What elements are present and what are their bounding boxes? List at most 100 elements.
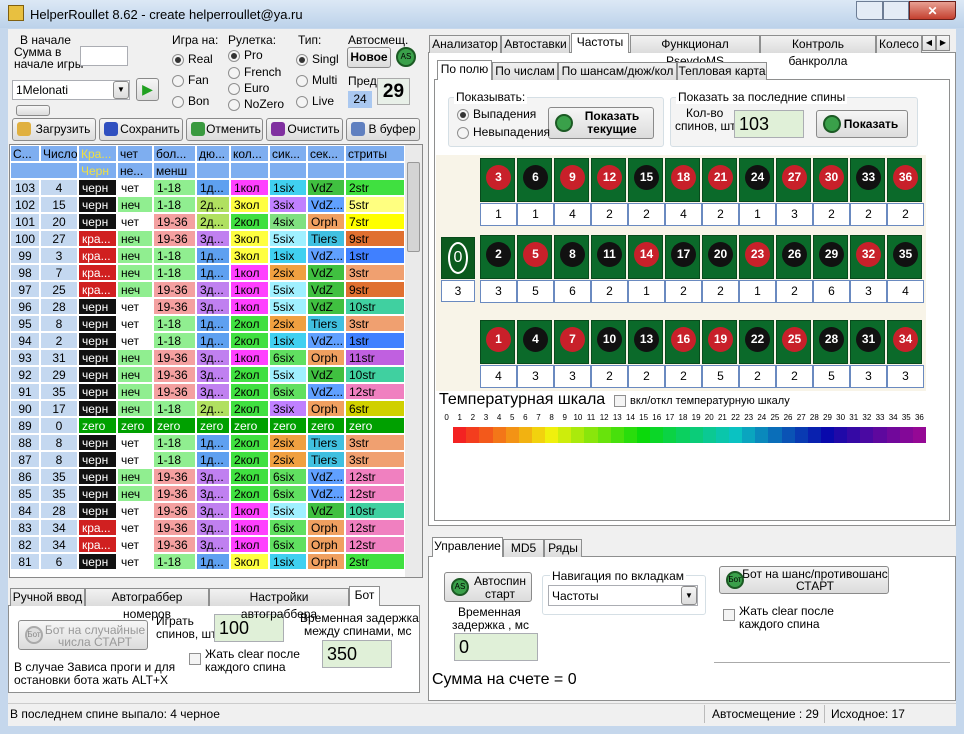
- count-cell: 2: [739, 365, 776, 388]
- table-cell: VdZ: [307, 281, 345, 298]
- tab[interactable]: Управление: [432, 537, 503, 557]
- delay-input[interactable]: 0: [454, 633, 538, 661]
- scale-color: [492, 427, 507, 443]
- tab[interactable]: Анализатор: [429, 35, 501, 53]
- maximize-button[interactable]: [883, 1, 909, 20]
- toolbar-button[interactable]: Загрузить: [12, 118, 96, 141]
- random-bot-button[interactable]: Бот Бот на случайные числа СТАРТ: [18, 620, 148, 650]
- tab[interactable]: Контроль банкролла: [760, 35, 876, 68]
- scale-label: 14: [626, 413, 635, 422]
- table-cell: неч: [117, 281, 153, 298]
- table-cell: 1кол: [230, 179, 269, 196]
- combo-arrow[interactable]: ▼: [681, 586, 697, 605]
- radio[interactable]: [228, 50, 240, 62]
- tab[interactable]: По шансам/дюж/кол: [558, 62, 677, 80]
- number-cell: 1: [480, 320, 515, 364]
- combo-arrow[interactable]: ▼: [113, 81, 129, 99]
- table-cell: черн: [78, 298, 117, 315]
- tab[interactable]: Настройки автограббера: [209, 588, 349, 621]
- minimize-button[interactable]: [856, 1, 883, 20]
- number-ball: 12: [597, 165, 622, 190]
- toolbar-button[interactable]: Очистить: [266, 118, 343, 141]
- tab[interactable]: Автограббер номеров: [85, 588, 209, 621]
- scroll-thumb[interactable]: [407, 162, 420, 252]
- temperature-toggle[interactable]: [614, 395, 626, 407]
- table-cell: черн: [78, 553, 117, 570]
- radio[interactable]: [296, 75, 308, 87]
- radio[interactable]: [457, 109, 469, 121]
- radio[interactable]: [228, 99, 240, 111]
- autospin-button[interactable]: AS Автоспин старт: [444, 572, 532, 602]
- tab[interactable]: Функционал PsevdoMS: [630, 35, 760, 68]
- radio[interactable]: [296, 96, 308, 108]
- clear-checkbox[interactable]: [189, 653, 201, 665]
- number-ball: 29: [819, 242, 844, 267]
- table-cell: черн: [78, 213, 117, 230]
- number-ball: 30: [819, 165, 844, 190]
- tab[interactable]: Тепловая карта: [677, 62, 767, 80]
- profile-combo[interactable]: 1Melonati: [12, 80, 130, 100]
- button-text: Сохранить: [120, 122, 180, 136]
- table-cell: 12str: [345, 519, 405, 536]
- play-input[interactable]: 100: [214, 614, 284, 642]
- show-current-button[interactable]: Показать текущие: [548, 107, 654, 139]
- toolbar-button[interactable]: Отменить: [186, 118, 263, 141]
- bot-button[interactable]: Бот Бот на шанс/противошанс СТАРТ: [719, 566, 889, 594]
- table-cell: 3д...: [196, 298, 230, 315]
- radio[interactable]: [172, 54, 184, 66]
- close-button[interactable]: ✕: [909, 1, 956, 20]
- button-text: Очистить: [287, 122, 340, 136]
- sum-input[interactable]: [80, 46, 128, 66]
- tab[interactable]: Колесо: [876, 35, 922, 53]
- toolbar-button[interactable]: В буфер: [346, 118, 420, 141]
- show-button[interactable]: Показать: [816, 110, 908, 138]
- toolbar-button[interactable]: Сохранить: [99, 118, 183, 141]
- radio[interactable]: [296, 54, 308, 66]
- table-cell: 8: [40, 315, 78, 332]
- tab[interactable]: Ручной ввод: [10, 588, 85, 606]
- tab[interactable]: Частоты: [571, 33, 629, 53]
- tab[interactable]: MD5: [503, 539, 544, 557]
- table-cell: неч: [117, 400, 153, 417]
- clear-checkbox[interactable]: [723, 609, 735, 621]
- spins-count-label: Кол-во: [686, 106, 724, 120]
- delay-input[interactable]: 350: [322, 640, 392, 668]
- table-header: [269, 162, 307, 179]
- table-cell: zero: [117, 417, 153, 434]
- number-cell: 29: [813, 235, 848, 279]
- radio[interactable]: [172, 75, 184, 87]
- table-cell: 1кол: [230, 281, 269, 298]
- count-cell: 5: [813, 365, 850, 388]
- new-button[interactable]: Новое: [347, 47, 391, 68]
- table-cell: 3д...: [196, 349, 230, 366]
- table-cell: VdZ...: [307, 196, 345, 213]
- radio-label: Live: [312, 94, 335, 108]
- tab[interactable]: Автоставки: [501, 35, 570, 53]
- radio[interactable]: [228, 83, 240, 95]
- tab[interactable]: По полю: [437, 60, 492, 80]
- table-cell: 19-36: [153, 502, 196, 519]
- nav-combo[interactable]: Частоты: [548, 585, 698, 606]
- tab[interactable]: Бот: [349, 586, 380, 606]
- radio-label: Pro: [244, 48, 263, 62]
- tab[interactable]: Ряды: [544, 539, 582, 557]
- tab-scroll-right[interactable]: ▶: [936, 35, 950, 51]
- table-cell: 81: [10, 553, 40, 570]
- count-cell: 3: [776, 203, 813, 226]
- radio[interactable]: [457, 127, 469, 139]
- table-cell: VdZ...: [307, 332, 345, 349]
- play-button[interactable]: ▶: [136, 78, 159, 101]
- radio[interactable]: [228, 67, 240, 79]
- spins-count-input[interactable]: 103: [734, 110, 804, 138]
- tab-scroll-left[interactable]: ◀: [922, 35, 936, 51]
- radio[interactable]: [172, 96, 184, 108]
- radio-label: French: [244, 65, 282, 79]
- table-cell: 3кол: [230, 247, 269, 264]
- tab[interactable]: По числам: [492, 62, 558, 80]
- number-ball: 34: [893, 327, 918, 352]
- table-cell: черн: [78, 383, 117, 400]
- small-button[interactable]: [16, 105, 50, 116]
- table-cell: zero: [230, 417, 269, 434]
- as-icon[interactable]: AS: [396, 47, 416, 67]
- button-icon: [17, 122, 31, 136]
